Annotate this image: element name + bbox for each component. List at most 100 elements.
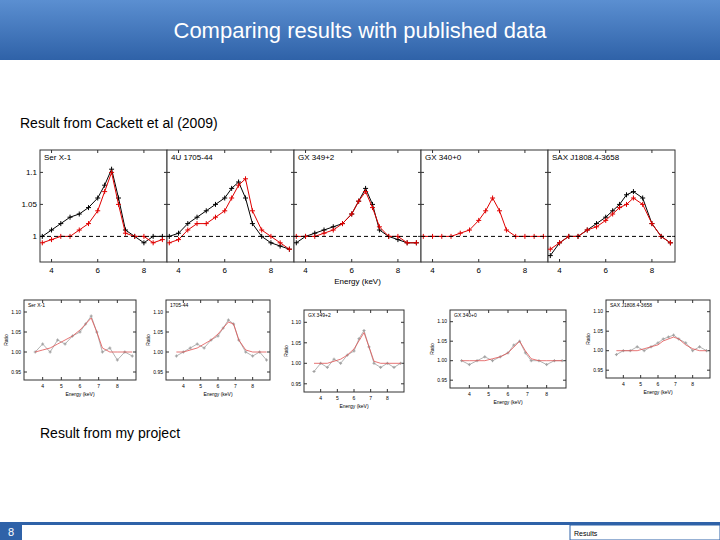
point [331, 228, 336, 233]
point [405, 240, 410, 245]
point [49, 351, 52, 354]
x-tick-label: 6 [79, 383, 82, 389]
y-tick [450, 360, 453, 361]
header-bar [0, 0, 720, 60]
point [68, 215, 73, 220]
plot-frame [294, 150, 421, 262]
plot-area [167, 176, 294, 251]
footer: Results [574, 530, 598, 537]
x-tick [605, 259, 606, 262]
chart-title: GX 349+2 [308, 312, 331, 318]
y-tick-label: 0.95 [437, 377, 447, 383]
chart: 46811.051.1Ser X-1 [21, 150, 167, 275]
x-tick-label: 8 [396, 266, 401, 275]
y-tick-label: 0.95 [11, 369, 21, 375]
point [333, 358, 336, 361]
point [95, 208, 100, 213]
y-tick [563, 321, 566, 322]
series-line [550, 198, 670, 249]
x-tick-label: 6 [350, 266, 355, 275]
point [545, 363, 548, 366]
point [667, 336, 670, 339]
x-tick [235, 300, 236, 303]
x-tick [508, 385, 509, 388]
chart-title: 1705-44 [170, 302, 189, 308]
point [131, 355, 134, 358]
chart-title: 4U 1705-44 [171, 153, 213, 162]
y-tick-label: 1.00 [153, 349, 163, 355]
x-tick [270, 259, 271, 262]
series-line [167, 236, 294, 237]
plot-frame [548, 150, 675, 262]
x-tick [80, 300, 81, 303]
point [243, 176, 248, 181]
x-tick [42, 377, 43, 380]
point [77, 212, 82, 217]
y-axis-label: Ratio [145, 334, 151, 346]
point [251, 355, 254, 358]
series-line [169, 179, 289, 249]
point [491, 359, 494, 362]
x-tick-label: 4 [622, 381, 625, 387]
x-tick [397, 259, 398, 262]
series-line [40, 236, 167, 237]
y-tick-label: 1.10 [11, 309, 21, 315]
series-line [423, 198, 543, 236]
point [49, 228, 54, 233]
point [615, 353, 618, 356]
x-tick [675, 300, 676, 303]
y-tick [24, 312, 27, 313]
y-tick [401, 322, 404, 323]
y-tick [548, 204, 551, 205]
point [95, 196, 100, 201]
x-tick-label: 8 [269, 266, 274, 275]
plot-frame [450, 310, 566, 388]
point [548, 253, 553, 258]
point [41, 343, 44, 346]
y-tick [304, 383, 307, 384]
x-tick-label: 7 [369, 395, 372, 401]
point [176, 231, 181, 236]
y-tick-label: 1.05 [21, 200, 37, 209]
x-tick-label: 4 [176, 266, 181, 275]
y-tick [304, 342, 307, 343]
x-tick-label: 8 [691, 381, 694, 387]
point [141, 240, 146, 245]
series-line [296, 192, 416, 243]
y-tick [267, 332, 270, 333]
x-tick [640, 375, 641, 378]
point [278, 240, 283, 245]
point [483, 355, 486, 358]
point [370, 205, 375, 210]
x-tick-label: 5 [639, 381, 642, 387]
x-tick [508, 310, 509, 313]
y-tick [166, 372, 169, 373]
y-tick [421, 204, 424, 205]
y-tick-label: 1.10 [153, 309, 163, 315]
x-tick [200, 377, 201, 380]
y-tick [401, 342, 404, 343]
y-tick [563, 380, 566, 381]
y-tick [672, 204, 675, 205]
chart-title: GX 340+0 [425, 153, 462, 162]
point [265, 359, 268, 362]
point [77, 228, 82, 233]
x-axis-label: Energy (keV) [65, 391, 95, 397]
y-tick [707, 370, 710, 371]
x-tick [623, 375, 624, 378]
point [379, 366, 382, 369]
y-tick [563, 341, 566, 342]
x-tick-label: 5 [487, 391, 490, 397]
point [116, 359, 119, 362]
y-tick-label: 1.10 [437, 318, 447, 324]
point [640, 202, 645, 207]
x-tick [546, 385, 547, 388]
y-tick [40, 172, 43, 173]
y-tick [294, 204, 297, 205]
chart: 456780.951.001.051.101705-44Energy (keV)… [145, 300, 270, 397]
y-tick [267, 352, 270, 353]
point [594, 224, 599, 229]
x-tick [235, 377, 236, 380]
point [195, 215, 200, 220]
y-tick [267, 372, 270, 373]
